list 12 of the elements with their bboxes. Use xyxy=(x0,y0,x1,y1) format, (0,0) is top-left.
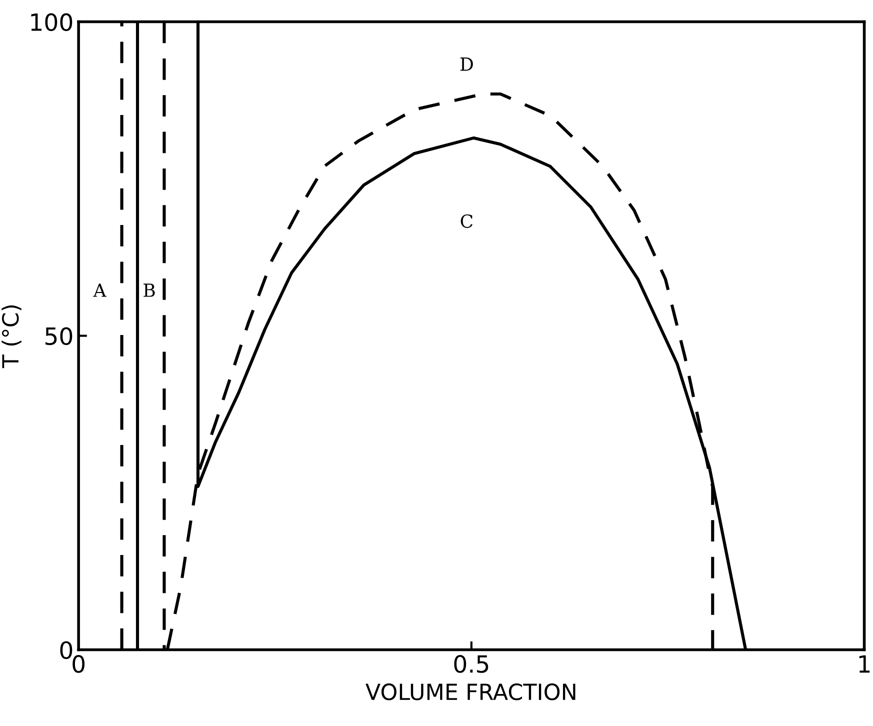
x-tick-label: 0 xyxy=(72,655,85,673)
x-axis-title: VOLUME FRACTION xyxy=(366,683,576,700)
y-axis-title: T (°C) xyxy=(2,305,22,368)
annotation: B xyxy=(144,284,155,297)
y-tick-label: 0 xyxy=(60,641,72,660)
annotation: A xyxy=(93,284,106,297)
annotation: C xyxy=(460,214,473,228)
x-tick-label: 0.5 xyxy=(454,655,488,673)
annotation: D xyxy=(460,58,473,71)
y-tick-label: 100 xyxy=(31,13,72,32)
y-tick-label: 50 xyxy=(45,327,72,346)
x-tick-label: 1 xyxy=(859,655,870,673)
